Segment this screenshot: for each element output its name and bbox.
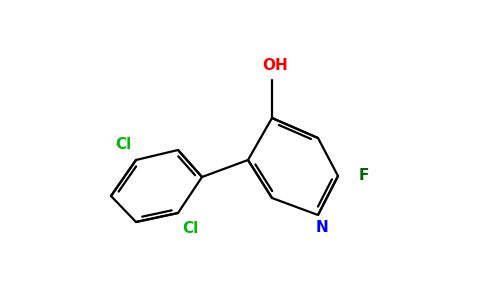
Text: N: N — [316, 220, 328, 235]
Text: Cl: Cl — [116, 137, 132, 152]
Text: F: F — [359, 169, 369, 184]
Text: Cl: Cl — [182, 221, 198, 236]
Text: OH: OH — [262, 58, 288, 74]
